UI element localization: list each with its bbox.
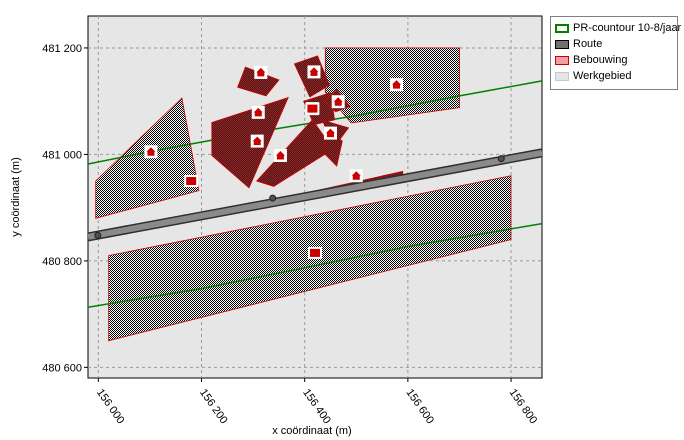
y-tick-label: 481 000 (42, 149, 82, 161)
x-tick-label: 156 400 (300, 387, 333, 426)
pr-contour-line (88, 222, 542, 308)
building-square-icon (184, 175, 199, 188)
house-icon-shape (146, 147, 156, 156)
route-marker (497, 155, 505, 163)
pr-contour-swatch (555, 23, 569, 33)
house-icon-shape (256, 67, 266, 77)
y-tick-label: 481 200 (42, 43, 82, 55)
house-icon (307, 65, 321, 79)
legend: PR-countour 10-8/jaar Route Bebouwing We… (550, 16, 681, 90)
house-icon-shape (351, 171, 361, 180)
legend-label-bebouwing: Bebouwing (573, 54, 628, 66)
legend-item-pr-contour: PR-countour 10-8/jaar (555, 20, 681, 36)
house-icon-shape (253, 107, 263, 117)
y-tick-label: 480 600 (42, 362, 82, 374)
x-axis-title: x coördinaat (m) (272, 425, 351, 437)
y-tick-label: 480 800 (42, 256, 82, 268)
house-icon (273, 148, 287, 162)
house-icon-shape (252, 136, 262, 146)
route-marker (94, 231, 102, 239)
legend-label-werkgebied: Werkgebied (573, 70, 632, 82)
x-tick-labels: 156 000 156 200 156 400 156 600 156 800 (94, 378, 539, 426)
house-icon-shape (325, 128, 335, 138)
house-icon-shape (275, 150, 285, 160)
x-tick-label: 156 600 (403, 387, 436, 426)
x-tick-label: 156 800 (507, 387, 540, 426)
legend-label-pr-contour: PR-countour 10-8/jaar (573, 22, 682, 34)
legend-label-route: Route (573, 38, 603, 50)
werkgebied-swatch (555, 71, 569, 81)
house-icon (251, 105, 265, 119)
house-icon (349, 169, 363, 183)
building-block (237, 66, 280, 97)
house-icon-shape (309, 67, 319, 76)
y-axis-title: y coördinaat (m) (10, 157, 22, 236)
route-swatch (555, 39, 569, 49)
x-tick-label: 156 000 (94, 387, 127, 426)
house-icon-shape (392, 80, 402, 89)
house-icon (323, 126, 337, 140)
house-icon (390, 78, 404, 92)
house-markers (144, 65, 404, 259)
house-icon (144, 145, 158, 159)
legend-item-route: Route (555, 36, 673, 52)
legend-item-bebouwing: Bebouwing (555, 52, 673, 68)
bebouwing-swatch (555, 55, 569, 65)
legend-item-werkgebied: Werkgebied (555, 68, 673, 84)
house-icon-shape (333, 97, 343, 106)
building-block (211, 96, 289, 189)
building-square-shape (186, 177, 197, 186)
x-tick-label: 156 200 (197, 387, 230, 426)
building-square-icon (308, 246, 322, 259)
route-fill (88, 149, 542, 240)
house-icon (250, 134, 264, 148)
route-line (88, 148, 542, 242)
building-square-shape (310, 248, 320, 257)
house-icon (331, 95, 345, 109)
building-square-icon (305, 102, 320, 115)
house-icon (254, 65, 268, 79)
y-tick-labels: 480 600 480 800 481 000 481 200 (42, 43, 88, 374)
route-marker (269, 194, 277, 202)
building-square-shape (307, 104, 318, 113)
